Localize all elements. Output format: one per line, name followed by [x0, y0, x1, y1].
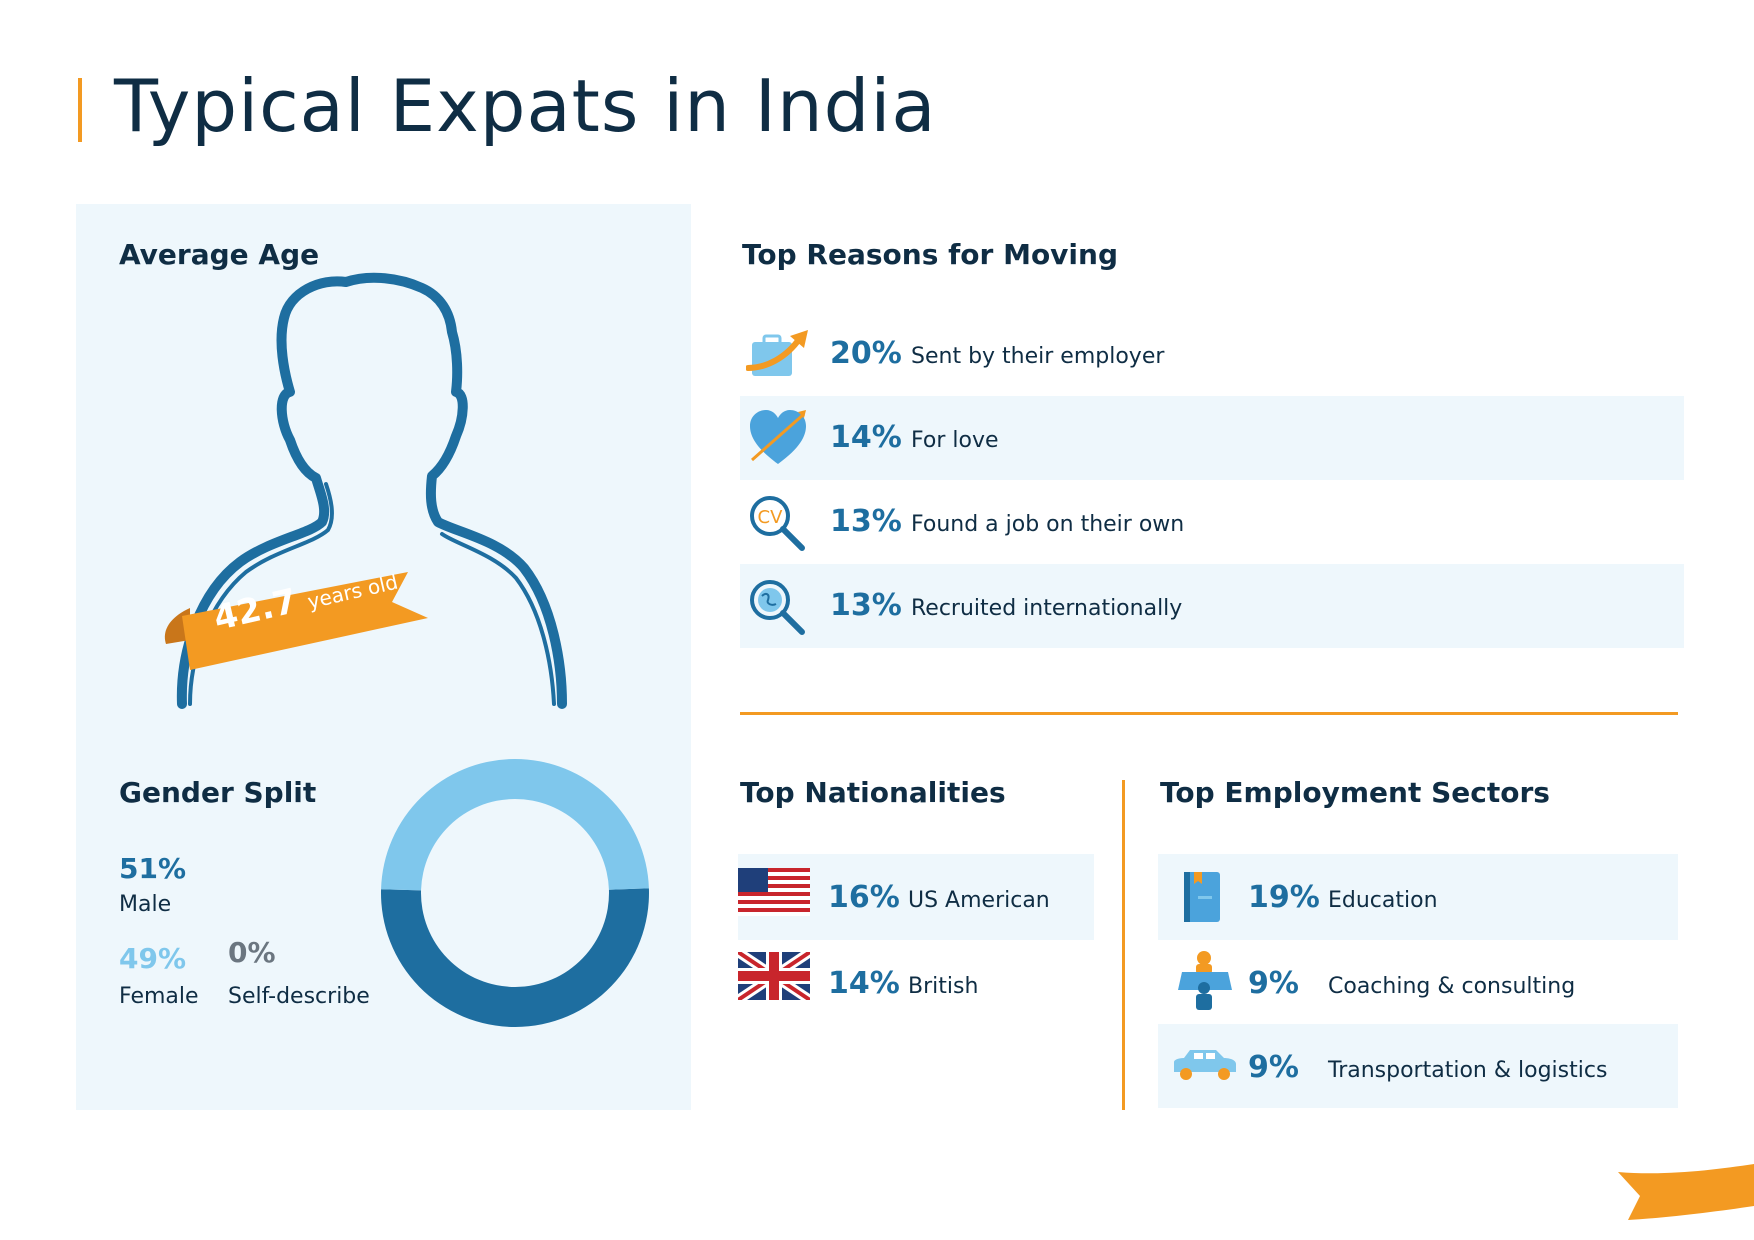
- nationality-2-percent: 14%: [828, 966, 900, 1001]
- sector-1-label: Education: [1328, 888, 1438, 913]
- briefcase-arrow-icon: [746, 330, 808, 376]
- sector-1-percent: 19%: [1248, 880, 1320, 915]
- sector-row-bg: [1158, 1024, 1678, 1108]
- reason-2-percent: 14%: [830, 420, 902, 455]
- reason-4-label: Recruited internationally: [911, 596, 1183, 621]
- cv-search-icon: CV: [750, 496, 805, 551]
- sector-2-percent: 9%: [1248, 966, 1299, 1001]
- reason-3-percent: 13%: [830, 504, 902, 539]
- column-divider: [1122, 780, 1125, 1110]
- male-percent: 51%: [119, 852, 187, 885]
- reason-2-label: For love: [911, 428, 999, 453]
- average-age-heading: Average Age: [119, 238, 320, 271]
- sectors-heading: Top Employment Sectors: [1160, 776, 1550, 809]
- title-accent-bar: [78, 78, 82, 142]
- donut-slice-male: [381, 888, 649, 1028]
- car-icon: [1174, 1050, 1236, 1080]
- cv-text: CV: [758, 507, 784, 528]
- gender-split-heading: Gender Split: [119, 776, 317, 809]
- self-describe-label: Self-describe: [228, 984, 370, 1009]
- heart-arrow-icon: [750, 410, 806, 464]
- reason-4-percent: 13%: [830, 588, 902, 623]
- presenter-icon: [1178, 951, 1232, 1010]
- reason-3-label: Found a job on their own: [911, 512, 1185, 537]
- donut-slice-female: [381, 759, 649, 891]
- globe-search-icon: [750, 580, 805, 635]
- reasons-heading: Top Reasons for Moving: [742, 238, 1119, 271]
- female-percent: 49%: [119, 942, 187, 975]
- section-divider: [740, 712, 1678, 715]
- self-describe-percent: 0%: [228, 936, 276, 969]
- male-label: Male: [119, 892, 172, 917]
- us-flag-icon: [738, 868, 810, 916]
- sector-row-bg: [1158, 854, 1678, 940]
- gender-donut-chart: [381, 759, 649, 1028]
- age-ribbon: [164, 572, 428, 670]
- book-icon: [1184, 872, 1220, 922]
- reason-1-label: Sent by their employer: [911, 344, 1165, 369]
- nationality-2-label: British: [908, 974, 979, 999]
- page-title: Typical Expats in India: [114, 64, 937, 148]
- reason-1-percent: 20%: [830, 336, 902, 371]
- nationality-1-percent: 16%: [828, 880, 900, 915]
- sector-2-label: Coaching & consulting: [1328, 974, 1576, 999]
- reason-row-bg: [740, 396, 1684, 480]
- female-label: Female: [119, 984, 199, 1009]
- corner-ribbon: [1618, 1164, 1754, 1220]
- sector-3-percent: 9%: [1248, 1050, 1299, 1085]
- nationality-1-label: US American: [908, 888, 1050, 913]
- uk-flag-icon: [738, 952, 810, 1000]
- nationalities-heading: Top Nationalities: [740, 776, 1006, 809]
- reason-row-bg: [740, 564, 1684, 648]
- sector-3-label: Transportation & logistics: [1328, 1058, 1608, 1083]
